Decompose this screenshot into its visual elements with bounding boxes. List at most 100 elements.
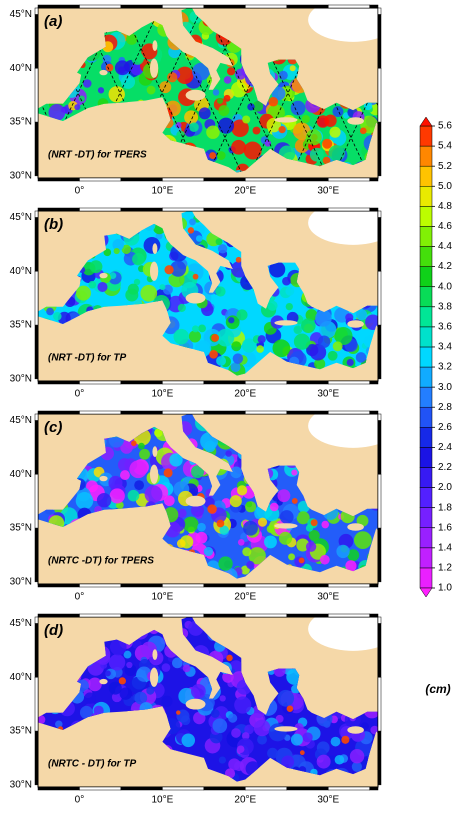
frame-segment: [369, 786, 379, 791]
frame-segment: [34, 527, 39, 583]
anomaly-blob: [109, 272, 117, 279]
frame-segment: [79, 177, 122, 182]
anomaly-blob: [103, 248, 112, 257]
island: [149, 58, 159, 78]
frame-segment: [369, 207, 379, 212]
anomaly-blob: [108, 681, 122, 695]
anomaly-blob: [267, 300, 278, 311]
anomaly-blob: [349, 749, 365, 764]
lon-tick-label: 30°E: [317, 592, 339, 603]
anomaly-blob: [252, 126, 261, 135]
anomaly-blob: [285, 286, 295, 296]
anomaly-blob: [355, 352, 367, 363]
lat-tick-label: 35°N: [10, 726, 32, 737]
colorbar-segment: [419, 366, 433, 388]
anomaly-peak: [105, 63, 114, 72]
colorbar-segment: [419, 487, 433, 508]
colorbar-segment: [419, 406, 433, 428]
frame-segment: [79, 786, 122, 791]
anomaly-blob: [231, 728, 241, 738]
island: [152, 649, 158, 661]
anomaly-blob: [146, 686, 155, 695]
colorbar-segment: [419, 386, 433, 408]
anomaly-blob: [113, 247, 120, 255]
anomaly-peak: [164, 265, 174, 275]
colorbar-segment: [419, 266, 433, 287]
colorbar-tick-label: 3.2: [438, 362, 452, 373]
anomaly-blob: [294, 723, 304, 733]
lat-tick-label: 30°N: [10, 779, 32, 790]
colorbar-segment: [419, 306, 433, 328]
anomaly-blob: [84, 692, 96, 704]
anomaly-blob: [189, 218, 196, 226]
anomaly-blob: [139, 448, 150, 460]
anomaly-blob: [267, 747, 278, 759]
island: [347, 117, 364, 125]
frame-segment: [286, 613, 329, 618]
anomaly-blob: [253, 719, 271, 737]
frame-segment: [377, 7, 382, 15]
frame-segment: [203, 207, 246, 212]
frame-segment: [120, 613, 163, 618]
frame-segment: [34, 677, 39, 732]
anomaly-blob: [192, 62, 210, 81]
anomaly-blob: [278, 531, 293, 545]
anomaly-blob: [305, 524, 314, 532]
anomaly-blob: [290, 733, 303, 746]
island: [149, 261, 159, 281]
lat-tick-label: 35°N: [10, 320, 32, 331]
colorbar-tick-label: 4.8: [438, 201, 452, 212]
lat-tick-label: 30°N: [10, 170, 32, 181]
anomaly-blob: [314, 358, 326, 370]
frame-segment: [377, 324, 382, 380]
anomaly-blob: [268, 723, 287, 742]
anomaly-blob: [120, 441, 133, 454]
satellite-track: [205, 7, 287, 173]
frame-segment: [34, 210, 39, 218]
anomaly-blob: [347, 549, 360, 562]
anomaly-blob: [282, 276, 291, 286]
colorbar-tick-label: 2.8: [438, 402, 452, 413]
anomaly-blob: [244, 724, 254, 735]
anomaly-blob: [320, 554, 330, 565]
frame-segment: [79, 410, 122, 415]
colorbar-tick-label: 2.4: [438, 442, 452, 453]
anomaly-blob: [212, 718, 228, 734]
frame-segment: [79, 583, 122, 588]
anomaly-blob: [134, 480, 145, 491]
frame-segment: [162, 786, 205, 791]
anomaly-blob: [235, 68, 247, 80]
anomaly-blob: [129, 460, 148, 479]
frame-segment: [203, 177, 246, 182]
lon-tick-label: 30°E: [317, 389, 339, 400]
anomaly-blob: [236, 745, 245, 753]
anomaly-blob: [301, 318, 316, 333]
anomaly-blob: [96, 492, 112, 508]
map-panel: 45°N 40°N 35°N 30°N 0° 10°E 20°E 30°E (a) (NRT -D…: [10, 0, 399, 197]
anomaly-blob: [216, 328, 235, 347]
frame-segment: [203, 786, 246, 791]
anomaly-blob: [316, 754, 331, 769]
frame-segment: [37, 786, 80, 791]
anomaly-blob: [330, 736, 341, 747]
anomaly-blob: [131, 52, 144, 65]
frame-segment: [327, 613, 370, 618]
island: [149, 667, 159, 687]
lon-tick-label: 10°E: [151, 795, 173, 806]
lat-tick-label: 30°N: [10, 373, 32, 384]
colorbar-tick-label: 1.4: [438, 542, 452, 553]
frame-segment: [37, 207, 80, 212]
frame-segment: [34, 7, 39, 15]
frame-segment: [377, 271, 382, 326]
satellite-track: [331, 7, 380, 173]
anomaly-blob: [108, 654, 126, 671]
anomaly-blob: [332, 106, 344, 117]
anomaly-blob: [109, 488, 125, 504]
anomaly-blob: [293, 333, 311, 350]
anomaly-blob: [332, 341, 343, 352]
island: [274, 726, 298, 732]
frame-segment: [37, 4, 80, 9]
anomaly-blob: [353, 531, 372, 550]
island: [152, 243, 158, 255]
frame-segment: [286, 410, 329, 415]
